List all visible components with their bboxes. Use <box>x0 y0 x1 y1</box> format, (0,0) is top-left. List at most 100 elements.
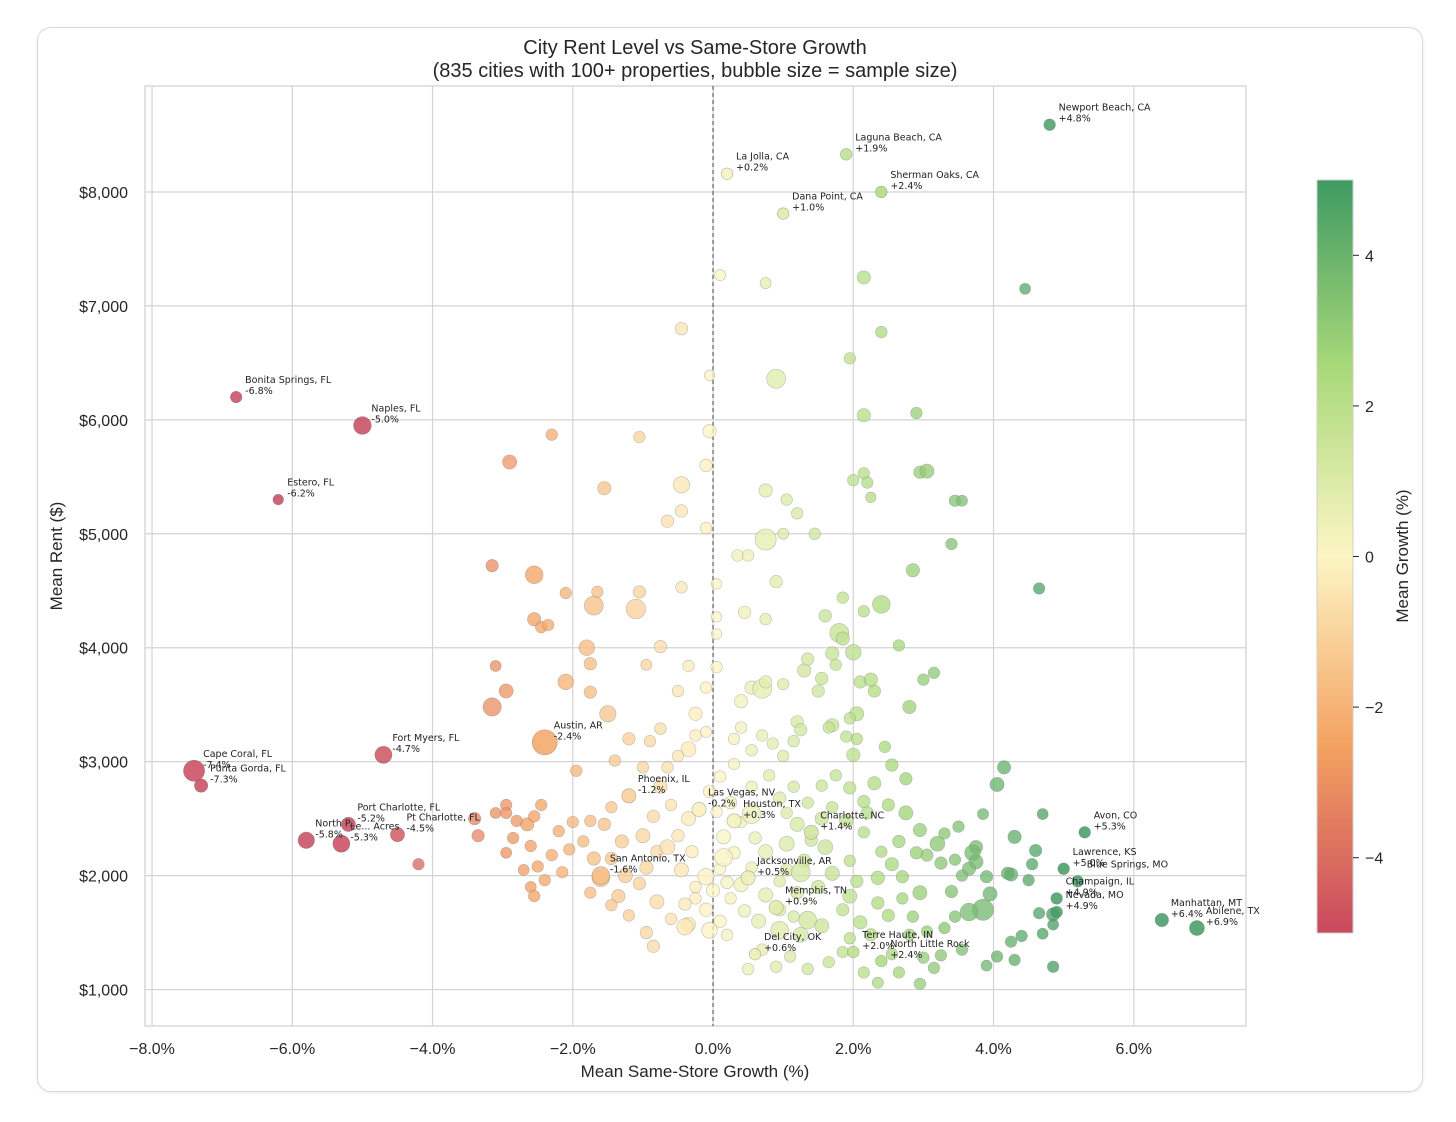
data-point <box>745 780 758 793</box>
annotated-data-point <box>230 390 243 404</box>
y-tick-label: $4,000 <box>79 641 128 658</box>
annotation-growth: +2.4% <box>890 181 922 192</box>
annotation-city: Abilene, TX <box>1206 906 1260 917</box>
annotated-data-point <box>1189 920 1205 936</box>
data-point <box>853 915 868 930</box>
data-point <box>906 910 920 923</box>
data-point <box>903 928 916 941</box>
annotation-city: Blue Springs, MO <box>1087 859 1168 870</box>
annotation-growth: +1.9% <box>855 143 887 154</box>
data-point <box>815 671 829 686</box>
data-point <box>653 779 668 794</box>
annotation-growth: +2.0% <box>862 941 894 952</box>
data-point <box>1029 843 1043 858</box>
data-point <box>653 640 668 654</box>
annotated-data-point <box>740 870 756 886</box>
data-point <box>714 848 733 867</box>
data-point <box>934 856 948 870</box>
data-point <box>797 663 812 678</box>
data-point <box>1019 282 1031 295</box>
data-point <box>635 828 651 844</box>
data-point <box>1000 866 1015 880</box>
annotated-data-point <box>875 185 888 199</box>
data-point <box>870 870 885 885</box>
data-point <box>1033 907 1046 920</box>
annotation-growth: -5.8% <box>315 829 343 840</box>
annotation-growth: +4.9% <box>1066 901 1098 912</box>
data-point <box>699 521 713 535</box>
data-point <box>605 801 618 814</box>
annotation-growth: +6.4% <box>1171 909 1203 920</box>
annotated-data-point <box>840 148 853 161</box>
data-point <box>570 764 583 777</box>
data-point <box>777 678 790 691</box>
data-point <box>1036 927 1049 940</box>
data-point <box>649 894 665 910</box>
data-point <box>881 908 895 923</box>
annotation-growth: +4.9% <box>1066 887 1098 898</box>
annotation-city: Charlotte, NC <box>820 810 884 821</box>
data-point <box>734 721 748 734</box>
annotation-growth: -1.2% <box>638 785 666 796</box>
data-point <box>633 430 646 444</box>
data-point <box>977 808 989 820</box>
annotated-data-point <box>1050 905 1063 919</box>
data-point <box>917 951 930 964</box>
data-point <box>724 892 737 905</box>
data-point <box>702 424 717 439</box>
data-point <box>769 575 783 589</box>
data-point <box>997 760 1012 775</box>
data-point <box>817 839 834 855</box>
data-point <box>811 879 826 895</box>
annotation-city: Dana Point, CA <box>792 192 863 203</box>
annotation-growth: -6.2% <box>287 489 315 500</box>
data-point <box>524 839 537 853</box>
data-point <box>605 899 618 912</box>
data-point <box>713 914 727 928</box>
annotated-data-point <box>847 945 860 959</box>
annotation-growth: -4.7% <box>392 744 420 755</box>
x-tick-label: −6.0% <box>269 1041 315 1058</box>
data-point <box>863 672 878 687</box>
data-point <box>502 454 518 470</box>
data-point <box>787 910 800 923</box>
data-point <box>857 605 870 618</box>
data-point <box>808 527 821 540</box>
data-point <box>822 956 835 969</box>
annotated-data-point <box>777 207 790 220</box>
annotated-data-point <box>875 954 888 968</box>
annotated-data-point <box>390 827 405 842</box>
data-point <box>777 527 790 540</box>
data-point <box>770 921 789 940</box>
data-point <box>542 618 555 632</box>
data-point <box>510 814 523 828</box>
data-point <box>905 563 920 578</box>
colorbar-label: Mean Growth (%) <box>1393 489 1412 622</box>
data-point <box>659 839 676 855</box>
data-point <box>989 777 1005 792</box>
data-point <box>787 735 800 748</box>
annotation-city: Pt Charlotte, FL <box>406 813 480 824</box>
y-tick-label: $2,000 <box>79 869 128 886</box>
data-point <box>1033 582 1046 595</box>
annotated-data-point <box>691 802 707 817</box>
annotation-growth: +0.3% <box>743 810 775 821</box>
data-point <box>885 948 898 961</box>
data-point <box>846 747 861 762</box>
data-point <box>660 514 675 528</box>
data-point <box>625 598 646 620</box>
x-tick-label: 4.0% <box>975 1041 1011 1058</box>
data-point <box>811 684 825 698</box>
data-point <box>500 846 513 859</box>
data-point <box>778 835 795 852</box>
data-point <box>703 369 716 382</box>
data-point <box>699 902 714 917</box>
data-point <box>754 528 777 551</box>
annotation-city: Newport Beach, CA <box>1059 103 1151 114</box>
data-point <box>835 631 850 646</box>
data-point <box>1008 953 1021 967</box>
data-point <box>902 699 917 714</box>
data-point <box>674 862 689 878</box>
data-point <box>713 770 727 783</box>
x-tick-label: 6.0% <box>1116 1041 1152 1058</box>
